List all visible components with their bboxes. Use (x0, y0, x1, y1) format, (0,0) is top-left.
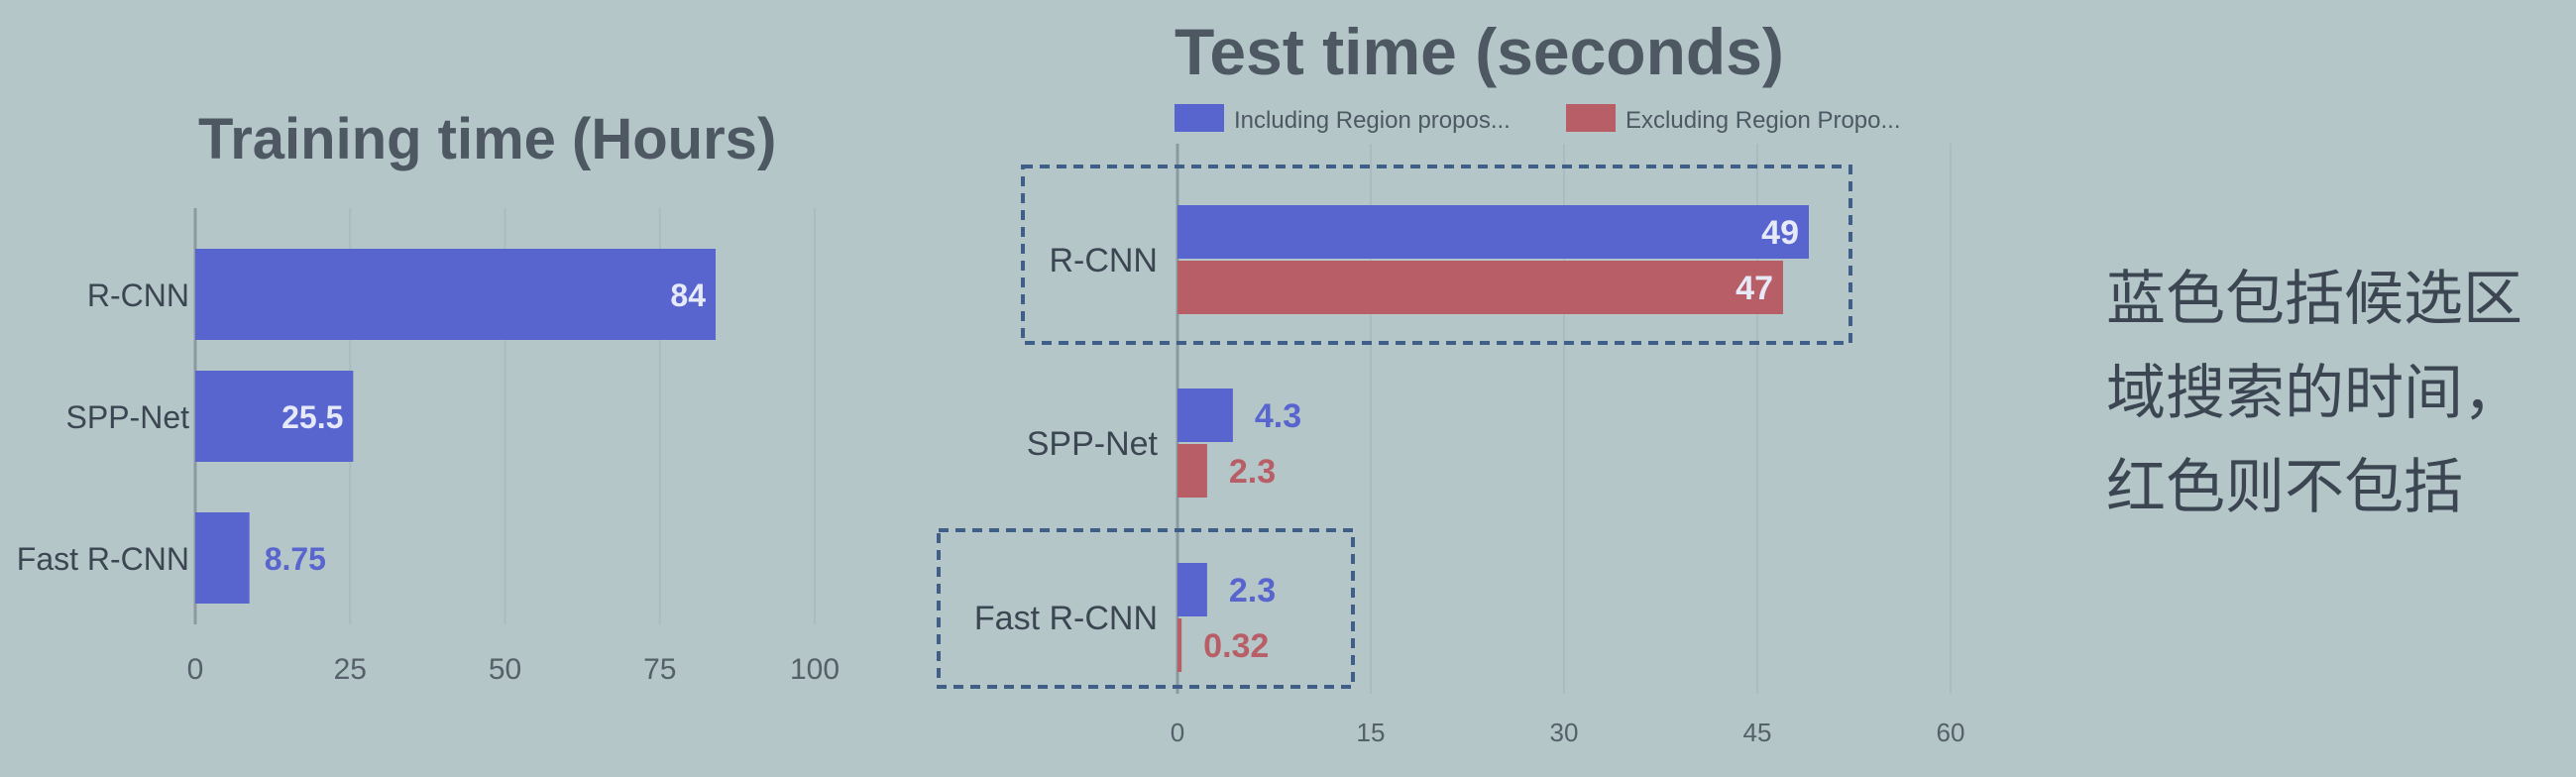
test-time-chart: Test time (seconds) Including Region pro… (937, 15, 1965, 747)
bar-value-label: 2.3 (1229, 453, 1276, 491)
category-label: Fast R-CNN (974, 600, 1158, 637)
x-tick-label: 60 (1937, 718, 1965, 747)
x-tick-label: 30 (1550, 718, 1579, 747)
x-tick-label: 15 (1357, 718, 1386, 747)
bar (195, 371, 354, 462)
bar-value-label: 25.5 (281, 399, 343, 435)
bar-value-label: 2.3 (1229, 572, 1276, 610)
category-label: R-CNN (1049, 242, 1158, 279)
x-tick-label: 100 (790, 653, 840, 686)
legend-swatch-including (1175, 104, 1224, 132)
category-label: SPP-Net (66, 399, 190, 435)
bar (1177, 388, 1233, 442)
bar-value-label: 49 (1761, 214, 1799, 252)
bar (1177, 261, 1783, 314)
annotation-line: 域搜索的时间， (2106, 359, 2522, 428)
bar-value-label: 4.3 (1255, 397, 1301, 435)
highlight-box-rcnn (1021, 165, 1852, 345)
training-time-chart: Training time (Hours) 84 25.5 8.75 R-CNN SP… (17, 107, 840, 686)
test-chart-title: Test time (seconds) (1175, 15, 1784, 88)
training-chart-title: Training time (Hours) (198, 107, 776, 171)
bar (1177, 563, 1207, 616)
x-tick-label: 25 (334, 653, 367, 686)
bar (1177, 205, 1809, 259)
annotation-line: 红色则不包括 (2106, 453, 2463, 522)
bar (195, 512, 250, 604)
bar-value-label: 47 (1736, 270, 1773, 307)
category-label: Fast R-CNN (17, 541, 189, 577)
x-tick-label: 45 (1743, 718, 1772, 747)
annotation-note: 蓝色包括候选区 域搜索的时间， 红色则不包括 (2106, 253, 2572, 535)
x-tick-label: 50 (489, 653, 521, 686)
category-label: SPP-Net (1027, 425, 1159, 463)
bar-value-label: 84 (670, 278, 706, 313)
x-tick-label: 0 (187, 653, 204, 686)
annotation-line: 蓝色包括候选区 (2106, 265, 2522, 334)
legend-label-including: Including Region propos... (1234, 107, 1511, 134)
legend-swatch-excluding (1566, 104, 1616, 132)
x-tick-label: 75 (643, 653, 676, 686)
bar-value-label: 8.75 (265, 541, 326, 577)
category-label: R-CNN (87, 278, 189, 313)
bar (1177, 444, 1207, 498)
bar (195, 249, 716, 340)
bar-value-label: 0.32 (1203, 627, 1269, 665)
x-tick-label: 0 (1171, 718, 1184, 747)
legend-label-excluding: Excluding Region Propo... (1625, 107, 1901, 134)
highlight-box-fast-rcnn (937, 528, 1355, 689)
bar (1177, 618, 1182, 672)
